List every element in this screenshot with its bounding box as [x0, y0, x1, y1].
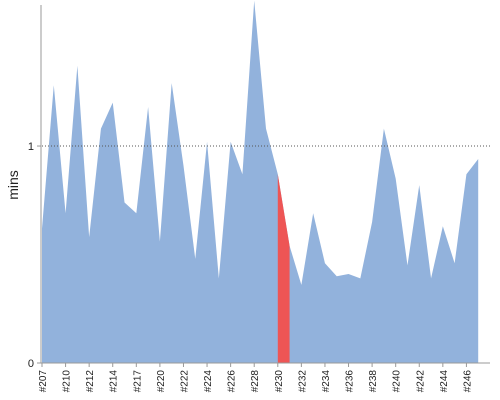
plot-area	[42, 0, 490, 363]
x-tick-label: #212	[85, 370, 96, 393]
x-tick-label: #234	[321, 370, 332, 393]
y-axis: 01	[28, 5, 42, 370]
x-tick-label: #207	[38, 370, 49, 393]
y-tick-label: 0	[28, 358, 34, 370]
x-tick-label: #217	[132, 370, 143, 393]
x-tick-label: #222	[179, 370, 190, 393]
x-tick-label: #240	[392, 370, 403, 393]
x-tick-label: #244	[439, 370, 450, 393]
highlight-segment	[277, 174, 290, 363]
x-tick-label: #210	[62, 370, 73, 393]
x-tick-label: #230	[274, 370, 285, 393]
x-tick-label: #238	[368, 370, 379, 393]
x-axis: #207 #210 #212 #214 #217 #220 #222 #224 #226 #228…	[38, 362, 490, 393]
x-tick-label: #246	[462, 370, 473, 393]
x-tick-label: #224	[203, 370, 214, 393]
x-tick-label: #228	[250, 370, 261, 393]
x-tick-label: #236	[345, 370, 356, 393]
series-area	[42, 0, 479, 363]
x-tick-label: #220	[156, 370, 167, 393]
x-tick-label: #232	[297, 370, 308, 393]
x-tick-label: #226	[227, 370, 238, 393]
y-axis-label: mins	[5, 170, 21, 200]
y-tick-label: 1	[28, 141, 34, 153]
x-tick-label: #214	[109, 370, 120, 393]
x-tick-label: #242	[415, 370, 426, 393]
